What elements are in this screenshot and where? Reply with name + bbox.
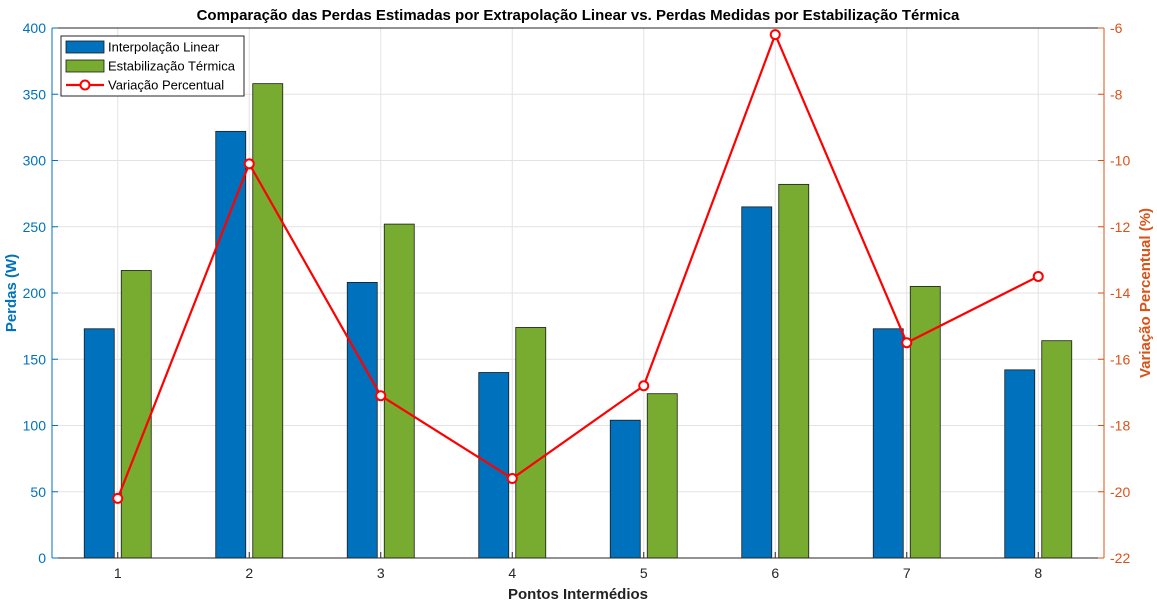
legend: Interpolação Linear Estabilização Térmica…: [60, 35, 245, 97]
marker-variacao-4: [506, 473, 518, 484]
tick-label-x: 4: [508, 565, 516, 581]
marker-variacao-3: [375, 390, 387, 402]
legend-swatch-marker: [79, 79, 91, 91]
x-axis-label: Pontos Intermédios: [508, 586, 648, 603]
bar-estabilizacao-1: [120, 270, 152, 559]
bar-interpolacao-8: [1004, 369, 1036, 559]
bar-estabilizacao-4: [515, 327, 547, 559]
line-series: [112, 29, 1044, 504]
tick-label-right: -14: [1110, 285, 1130, 301]
legend-label-2: Estabilização Térmica: [108, 59, 236, 74]
legend-swatch-1: [65, 40, 105, 54]
marker-variacao-8: [1032, 270, 1044, 282]
bar-estabilizacao-7: [909, 285, 941, 559]
tick-label-left: 350: [23, 86, 47, 102]
tick-label-left: 200: [23, 285, 47, 301]
bar-estabilizacao-6: [778, 183, 810, 559]
tick-label-x: 7: [903, 565, 911, 581]
tick-label-left: 150: [23, 351, 47, 367]
tick-label-right: -20: [1110, 484, 1130, 500]
bar-interpolacao-5: [609, 419, 641, 559]
tick-label-left: 0: [38, 550, 46, 566]
bar-estabilizacao-2: [252, 83, 284, 559]
tick-label-left: 100: [23, 418, 47, 434]
tick-label-x: 1: [114, 565, 122, 581]
marker-variacao-6: [769, 29, 781, 41]
tick-label-right: -6: [1110, 20, 1123, 36]
y-axis-right-label: Variação Percentual (%): [1137, 208, 1154, 378]
marker-variacao-1: [112, 492, 124, 504]
y-axis-left-label: Perdas (W): [3, 254, 20, 332]
tick-label-left: 250: [23, 219, 47, 235]
bar-interpolacao-7: [872, 328, 904, 559]
tick-label-right: -22: [1110, 550, 1130, 566]
ticks: 0 50 100 150 200 250 300 350 400 -22 -20 -18 -16 -14 -…: [23, 20, 1131, 581]
bar-estabilizacao-8: [1041, 340, 1073, 559]
tick-label-x: 2: [245, 565, 253, 581]
line-variacao-percentual: [116, 31, 1039, 499]
tick-label-right: -10: [1110, 153, 1130, 169]
tick-label-x: 3: [377, 565, 385, 581]
tick-label-left: 50: [30, 484, 46, 500]
tick-label-right: -18: [1110, 418, 1130, 434]
tick-label-x: 8: [1034, 565, 1042, 581]
marker-variacao-5: [638, 380, 650, 392]
tick-label-x: 6: [771, 565, 779, 581]
legend-label-3: Variação Percentual: [108, 78, 224, 93]
tick-label-x: 5: [640, 565, 648, 581]
legend-swatch-2: [65, 59, 105, 73]
bar-interpolacao-1: [83, 328, 115, 559]
bar-interpolacao-4: [478, 372, 510, 559]
marker-variacao-7: [901, 337, 913, 349]
tick-label-left: 300: [23, 153, 47, 169]
bar-estabilizacao-5: [646, 393, 678, 559]
bar-interpolacao-2: [215, 130, 247, 559]
bar-interpolacao-3: [346, 281, 378, 559]
marker-variacao-2: [243, 158, 255, 170]
tick-label-left: 400: [23, 20, 47, 36]
chart-title: Comparação das Perdas Estimadas por Extr…: [197, 7, 960, 24]
tick-label-right: -16: [1110, 351, 1130, 367]
tick-label-right: -12: [1110, 219, 1130, 235]
bar-estabilizacao-3: [383, 223, 415, 559]
bar-interpolacao-6: [741, 206, 773, 559]
tick-label-right: -8: [1110, 86, 1123, 102]
bars: [83, 83, 1073, 559]
legend-label-1: Interpolação Linear: [108, 40, 220, 55]
